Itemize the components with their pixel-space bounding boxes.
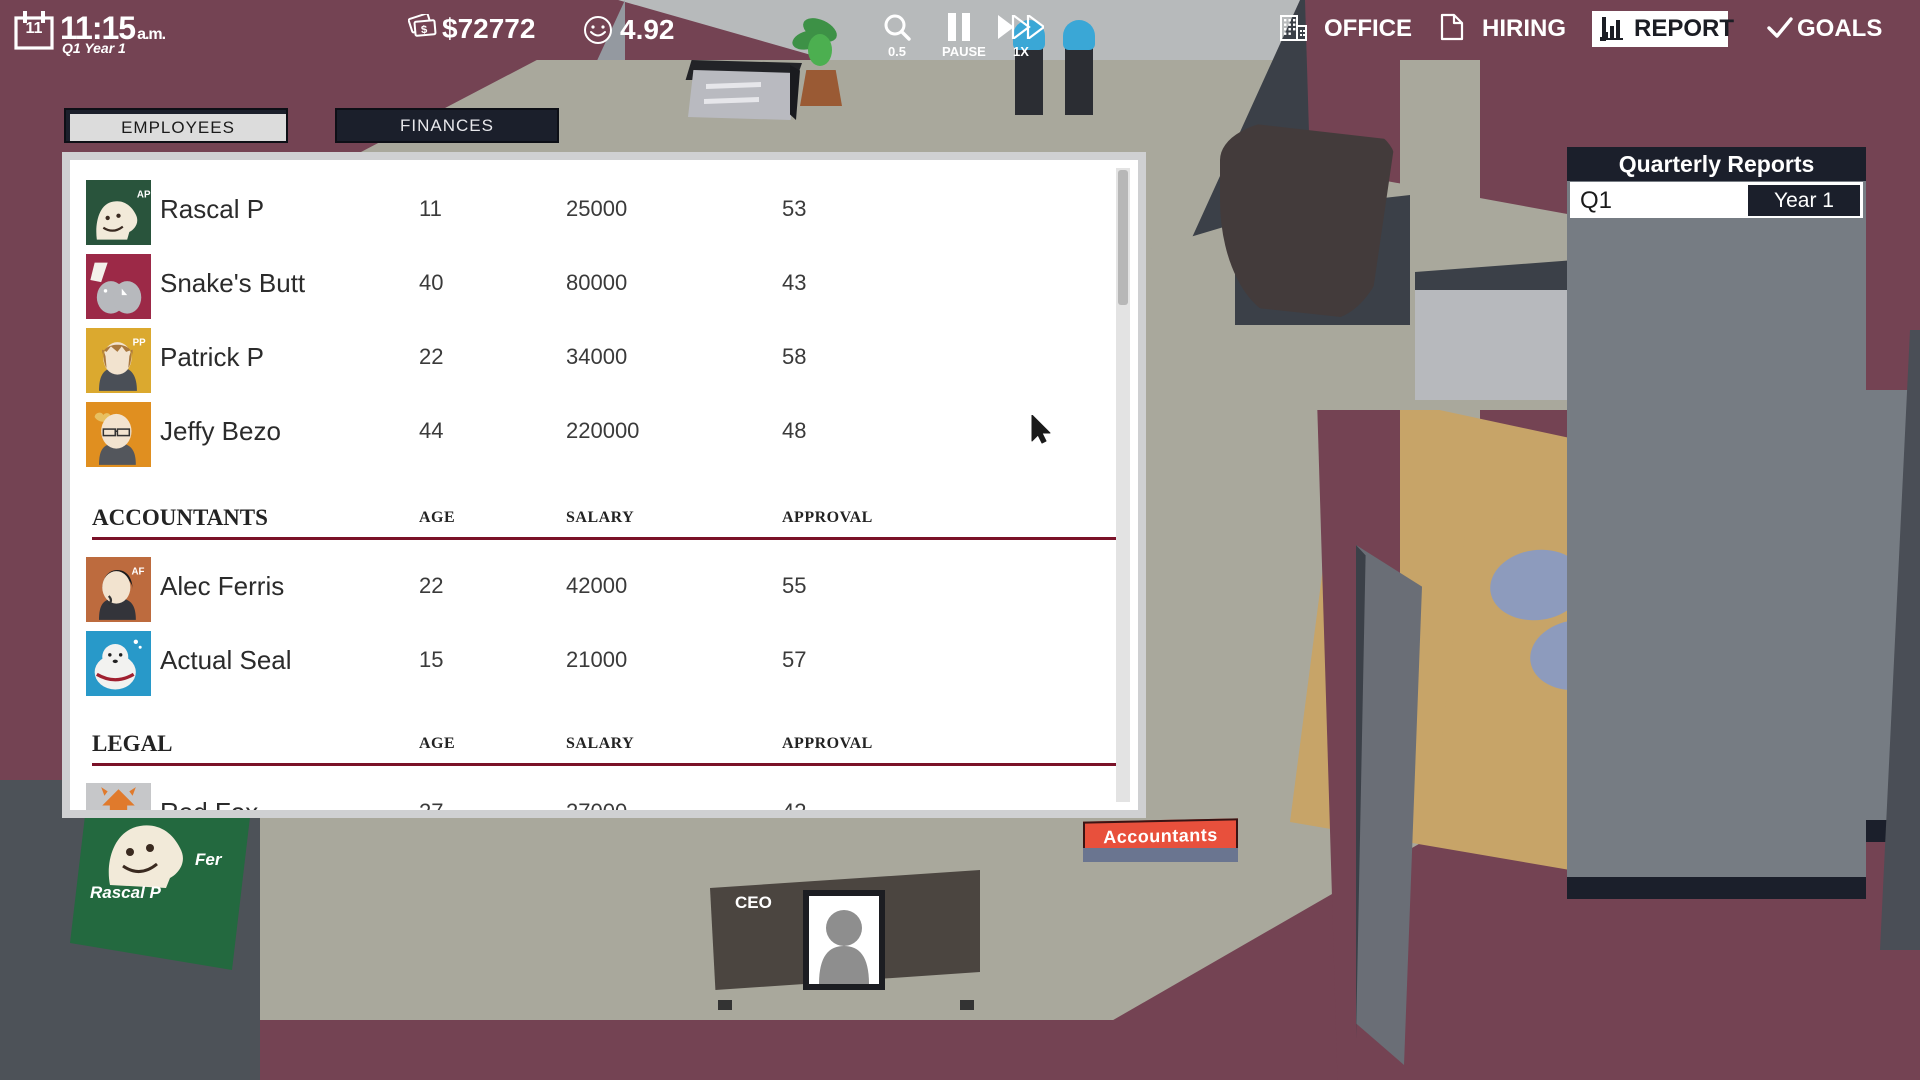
svg-text:AP: AP — [137, 189, 151, 200]
svg-text:AF: AF — [132, 566, 145, 577]
svg-text:PP: PP — [133, 337, 147, 348]
svg-text:$: $ — [421, 24, 428, 36]
